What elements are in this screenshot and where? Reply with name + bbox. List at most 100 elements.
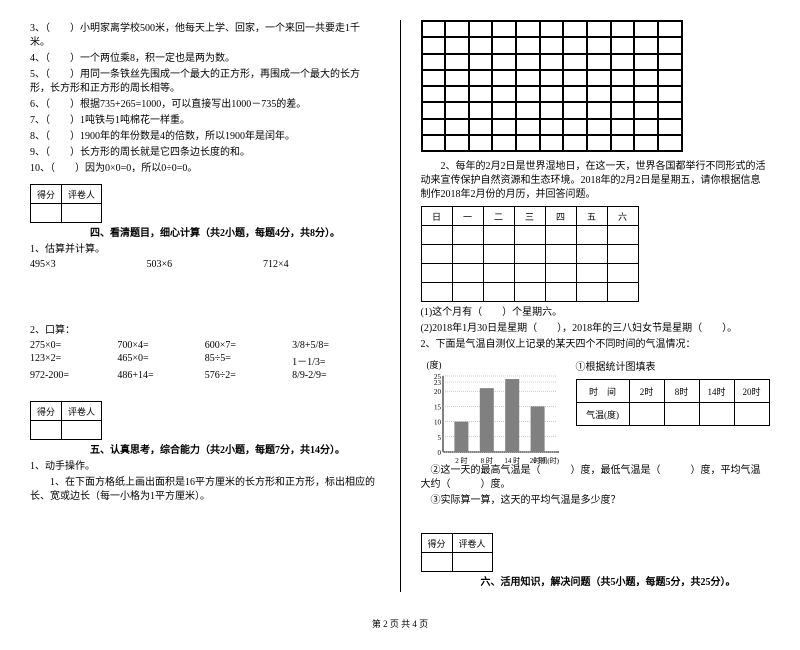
score-box-6: 得分 评卷人 [421,533,771,572]
cal-cell [421,226,452,245]
right-column: 2、每年的2月2日是世界湿地日，在这一天，世界各国都举行不同形式的活动来宣传保护… [421,20,771,592]
cal-header-cell: 一 [452,207,483,226]
cal-cell [514,226,545,245]
est-2: 503×6 [147,259,264,270]
fill-header: 20时 [734,380,769,403]
oral-cell: 465×0= [117,353,204,368]
cal-cell [514,283,545,302]
oral-cell: 275×0= [30,340,117,351]
oral-row: 123×2=465×0=85÷5=1－1/3= [30,353,380,368]
grader-label: 评卷人 [452,534,492,553]
score-label: 得分 [421,534,452,553]
cal-cell [452,245,483,264]
q2-intro: 2、每年的2月2日是世界湿地日，在这一天，世界各国都举行不同形式的活动来宣传保护… [421,160,771,202]
judgment-item: 4、（ ）一个两位乘8，积一定也是两为数。 [30,52,380,66]
y-axis-label: (度) [427,358,561,371]
oral-cell: 85÷5= [205,353,292,368]
judgment-item: 8、（ ）1900年的年份数是4的倍数，所以1900年是闰年。 [30,130,380,144]
cal-header-cell: 五 [576,207,607,226]
est-1: 495×3 [30,259,147,270]
q4-2: 2、口算： [30,324,380,338]
svg-text:10: 10 [434,419,442,427]
cal-cell [607,264,638,283]
cal-cell [483,283,514,302]
cal-header-cell: 日 [421,207,452,226]
oral-cell: 1－1/3= [292,353,379,368]
cal-cell [607,226,638,245]
cal-cell [607,245,638,264]
fill-header: 2时 [629,380,664,403]
score-label: 得分 [31,402,62,421]
section-4-title: 四、看清题目，细心计算（共2小题，每题4分，共8分）。 [90,227,380,241]
q5-1: 1、动手操作。 [30,460,380,474]
score-box-5: 得分 评卷人 [30,401,380,440]
q2-sub1: (1)这个月有（ ）个星期六。 [421,306,771,320]
cal-cell [545,226,576,245]
oral-calc-grid: 275×0=700×4=600×7=3/8+5/8=123×2=465×0=85… [30,340,380,381]
cal-cell [545,264,576,283]
judgment-item: 10、（ ）因为0×0=0，所以0÷0=0。 [30,162,380,176]
section-6-title: 六、活用知识，解决问题（共5小题，每题5分，共25分）。 [481,576,771,590]
score-label: 得分 [31,185,62,204]
page-footer: 第 2 页 共 4 页 [30,617,770,630]
cal-cell [421,264,452,283]
svg-text:时间(时): 时间(时) [533,456,559,465]
q3-sub2: ②这一天的最高气温是（ ）度，最低气温是（ ）度，平均气温大约（ ）度。 [421,464,771,492]
fill-cell [699,403,734,426]
cal-header-cell: 二 [483,207,514,226]
oral-row: 972-200=486+14=576÷2=8/9-2/9= [30,370,380,381]
section-5-title: 五、认真思考，综合能力（共2小题，每题7分，共14分）。 [90,444,380,458]
cal-cell [607,283,638,302]
cal-cell [576,245,607,264]
left-column: 3、（ ）小明家离学校500米，他每天上学、回家，一个来回一共要走1千米。4、（… [30,20,380,592]
fill-table: 时 间2时8时14时20时 气温(度) [576,379,770,426]
oral-cell: 972-200= [30,370,117,381]
work-space [30,272,380,322]
cal-cell [452,226,483,245]
svg-text:8 时: 8 时 [480,456,492,465]
svg-text:15: 15 [434,403,442,411]
oral-cell: 486+14= [117,370,204,381]
judgment-item: 6、（ ）根据735+265=1000，可以直接写出1000－735的差。 [30,98,380,112]
judgment-item: 5、（ ）用同一条铁丝先围成一个最大的正方形，再围成一个最大的长方形，长方形和正… [30,68,380,96]
column-divider [400,20,401,592]
fill-header: 14时 [699,380,734,403]
cal-cell [452,264,483,283]
svg-text:23: 23 [434,379,442,387]
fill-cell [664,403,699,426]
fill-header: 时 间 [576,380,629,403]
grader-label: 评卷人 [62,402,102,421]
cal-cell [576,283,607,302]
chart-area: (度) 2523201510502 时8 时14 时20 时时间(时) ①根据统… [421,358,771,458]
bar-chart-svg: 2523201510502 时8 时14 时20 时时间(时) [421,371,561,466]
q3-intro: 2、下面是气温自测仪上记录的某天四个不同时间的气温情况： [421,338,771,352]
bar-chart: (度) 2523201510502 时8 时14 时20 时时间(时) [421,358,561,458]
chart-right-panel: ①根据统计图填表 时 间2时8时14时20时 气温(度) [576,358,770,426]
cal-cell [576,264,607,283]
judgment-item: 7、（ ）1吨铁与1吨棉花一样重。 [30,114,380,128]
score-box-4: 得分 评卷人 [30,184,380,223]
cal-cell [545,245,576,264]
svg-text:14 时: 14 时 [504,456,520,465]
grader-label: 评卷人 [62,185,102,204]
fill-cell [629,403,664,426]
svg-text:5: 5 [437,434,441,442]
q3-sub3: ③实际算一算，这天的平均气温是多少度？ [421,494,771,508]
judgment-list: 3、（ ）小明家离学校500米，他每天上学、回家，一个来回一共要走1千米。4、（… [30,22,380,176]
cal-cell [421,245,452,264]
drawing-grid [421,20,683,152]
fill-cell [734,403,769,426]
cal-cell [452,283,483,302]
judgment-item: 9、（ ）长方形的周长就是它四条边长度的和。 [30,146,380,160]
q5-1-desc: 1、在下面方格纸上画出面积是16平方厘米的长方形和正方形，标出相应的长、宽或边长… [30,476,380,504]
est-3: 712×4 [263,259,380,270]
estimate-row: 495×3 503×6 712×4 [30,259,380,270]
cal-cell [514,245,545,264]
fill-header: 8时 [664,380,699,403]
svg-text:0: 0 [437,449,441,457]
oral-cell: 576÷2= [205,370,292,381]
cal-header-cell: 六 [607,207,638,226]
oral-cell: 3/8+5/8= [292,340,379,351]
cal-cell [545,283,576,302]
cal-cell [421,283,452,302]
